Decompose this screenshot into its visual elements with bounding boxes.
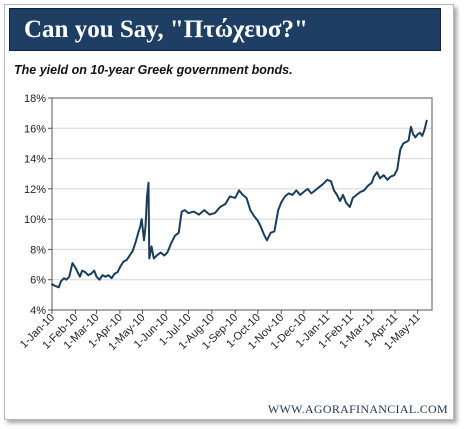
y-tick-label: 12% [24,184,46,196]
y-tick-label: 6% [30,275,46,287]
series-line [51,119,428,289]
banner-title: Can you Say, "Πτώχευσ?" [24,16,308,43]
y-tick-label: 14% [24,154,46,166]
chart-subtitle: The yield on 10-year Greek government bo… [14,63,293,77]
y-tick-label: 16% [24,123,46,135]
plot-frame [51,97,433,311]
chart-card [4,4,454,420]
y-tick-label: 18% [24,93,46,105]
y-tick-label: 10% [24,214,46,226]
y-tick-label: 4% [30,305,46,317]
source-footer: WWW.AGORAFINANCIAL.COM [267,402,448,416]
y-tick-label: 8% [30,244,46,256]
title-banner: Can you Say, "Πτώχευσ?" [9,8,441,51]
